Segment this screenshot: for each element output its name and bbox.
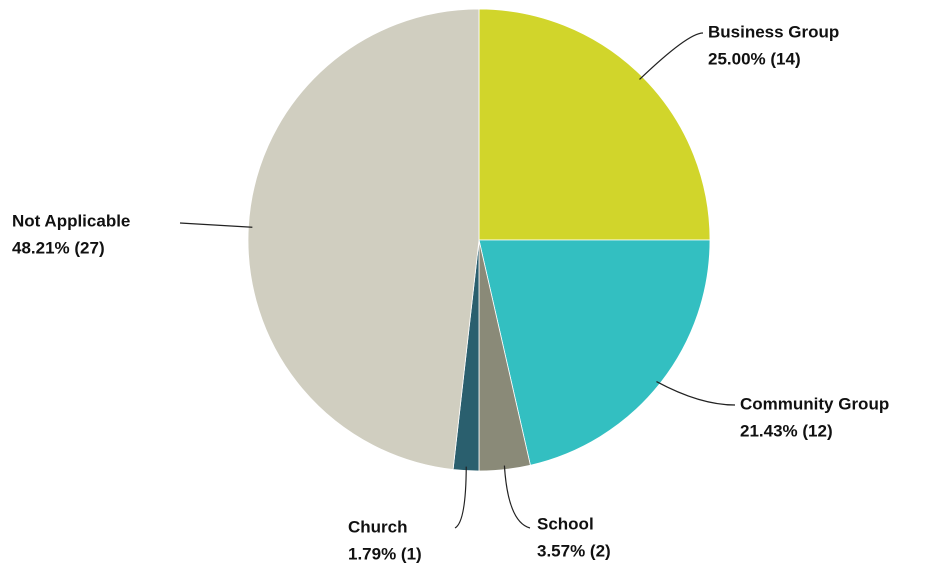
leader-line: [503, 465, 531, 529]
slice-label: Community Group: [740, 394, 889, 413]
slice-value-label: 1.79% (1): [348, 544, 422, 563]
leader-line: [454, 466, 467, 529]
pie-slice: [247, 8, 480, 470]
pie-slice: [478, 239, 711, 466]
leader-line: [179, 222, 253, 228]
leader-line: [639, 32, 704, 80]
slice-label: Church: [348, 517, 408, 536]
pie-slice: [478, 8, 711, 241]
slice-value-label: 21.43% (12): [740, 421, 833, 440]
slice-label: Not Applicable: [12, 211, 130, 230]
slice-value-label: 3.57% (2): [537, 541, 611, 560]
slice-value-label: 48.21% (27): [12, 238, 105, 257]
slice-value-label: 25.00% (14): [708, 49, 801, 68]
slice-label: Business Group: [708, 22, 839, 41]
leader-line: [656, 381, 736, 406]
slice-label: School: [537, 514, 594, 533]
